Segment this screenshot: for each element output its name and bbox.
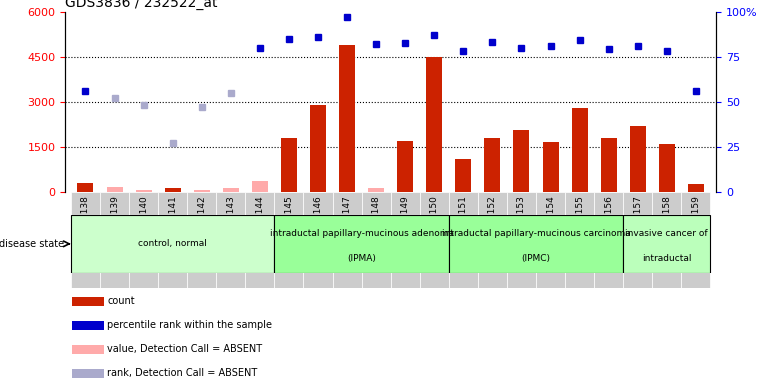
Bar: [624, 192, 653, 288]
Bar: [216, 192, 245, 288]
Bar: [653, 192, 681, 288]
Text: GSM490142: GSM490142: [197, 195, 206, 250]
Bar: [513, 130, 529, 192]
Bar: [252, 182, 268, 192]
Text: GSM490144: GSM490144: [255, 195, 264, 250]
Bar: [478, 192, 507, 288]
Text: GSM490149: GSM490149: [401, 195, 410, 250]
Bar: [507, 192, 536, 288]
Text: GSM490156: GSM490156: [604, 195, 613, 250]
Bar: [484, 138, 500, 192]
Bar: [455, 159, 471, 192]
Text: disease state: disease state: [0, 239, 64, 249]
Bar: [659, 144, 675, 192]
Bar: [77, 183, 93, 192]
Bar: [688, 184, 704, 192]
Text: GSM490154: GSM490154: [546, 195, 555, 250]
Text: GSM490138: GSM490138: [81, 195, 90, 250]
Bar: [245, 192, 274, 288]
Bar: [72, 321, 104, 330]
Text: GSM490147: GSM490147: [342, 195, 352, 250]
Text: (IPMC): (IPMC): [522, 254, 551, 263]
Bar: [601, 138, 617, 192]
Bar: [194, 190, 210, 192]
Text: percentile rank within the sample: percentile rank within the sample: [107, 320, 273, 331]
Bar: [72, 297, 104, 306]
Text: GSM490152: GSM490152: [488, 195, 497, 250]
Bar: [426, 56, 442, 192]
Text: intraductal papillary-mucinous carcinoma: intraductal papillary-mucinous carcinoma: [442, 229, 630, 238]
Bar: [391, 192, 420, 288]
Text: (IPMA): (IPMA): [347, 254, 376, 263]
Bar: [274, 192, 303, 288]
Bar: [565, 192, 594, 288]
Bar: [368, 188, 384, 192]
Bar: [630, 126, 646, 192]
Text: GSM490151: GSM490151: [459, 195, 468, 250]
Text: GSM490153: GSM490153: [517, 195, 526, 250]
Bar: [281, 138, 297, 192]
Text: GDS3836 / 232522_at: GDS3836 / 232522_at: [65, 0, 218, 10]
Text: count: count: [107, 296, 135, 306]
Bar: [71, 215, 274, 273]
Bar: [449, 192, 478, 288]
Text: value, Detection Call = ABSENT: value, Detection Call = ABSENT: [107, 344, 263, 354]
Bar: [536, 192, 565, 288]
Bar: [223, 189, 239, 192]
Bar: [420, 192, 449, 288]
Text: GSM490140: GSM490140: [139, 195, 148, 250]
Bar: [449, 215, 624, 273]
Bar: [100, 192, 129, 288]
Bar: [542, 142, 558, 192]
Bar: [332, 192, 362, 288]
Bar: [136, 190, 152, 192]
Text: control, normal: control, normal: [138, 239, 207, 248]
Text: GSM490145: GSM490145: [284, 195, 293, 250]
Bar: [624, 215, 710, 273]
Bar: [187, 192, 216, 288]
Bar: [339, 45, 355, 192]
Bar: [71, 192, 100, 288]
Bar: [72, 345, 104, 354]
Bar: [274, 215, 449, 273]
Text: rank, Detection Call = ABSENT: rank, Detection Call = ABSENT: [107, 368, 257, 379]
Text: GSM490150: GSM490150: [430, 195, 439, 250]
Text: intraductal: intraductal: [642, 254, 692, 263]
Bar: [594, 192, 624, 288]
Bar: [571, 108, 588, 192]
Bar: [129, 192, 158, 288]
Bar: [72, 369, 104, 378]
Bar: [681, 192, 710, 288]
Bar: [165, 188, 181, 192]
Text: GSM490139: GSM490139: [110, 195, 119, 250]
Text: GSM490146: GSM490146: [313, 195, 322, 250]
Bar: [106, 187, 123, 192]
Bar: [362, 192, 391, 288]
Text: GSM490148: GSM490148: [372, 195, 381, 250]
Text: GSM490155: GSM490155: [575, 195, 584, 250]
Text: GSM490157: GSM490157: [633, 195, 642, 250]
Text: GSM490143: GSM490143: [226, 195, 235, 250]
Bar: [158, 192, 187, 288]
Bar: [303, 192, 332, 288]
Text: intraductal papillary-mucinous adenoma: intraductal papillary-mucinous adenoma: [270, 229, 453, 238]
Bar: [310, 105, 326, 192]
Text: GSM490158: GSM490158: [663, 195, 671, 250]
Text: GSM490159: GSM490159: [692, 195, 700, 250]
Bar: [398, 141, 413, 192]
Text: GSM490141: GSM490141: [169, 195, 177, 250]
Text: invasive cancer of: invasive cancer of: [626, 229, 708, 238]
